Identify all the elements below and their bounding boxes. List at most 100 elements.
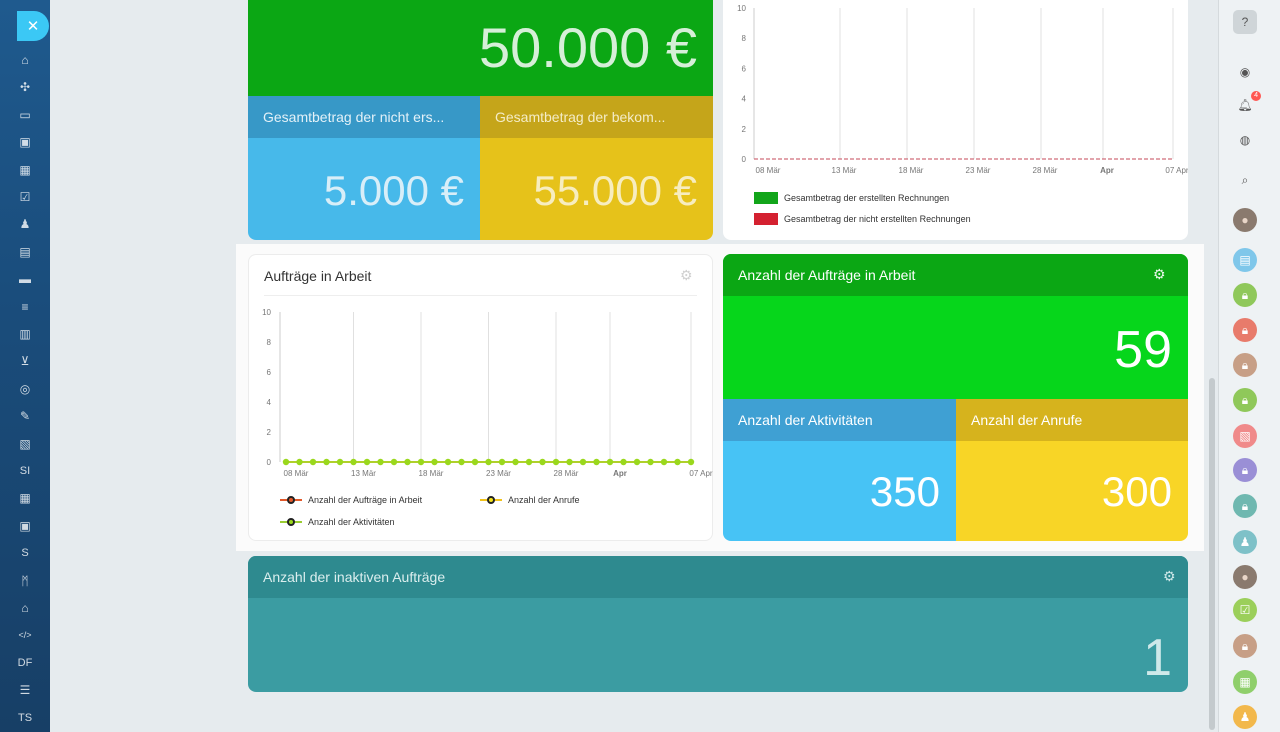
calendar-icon[interactable]: ▦: [1233, 670, 1257, 694]
task-icon[interactable]: ☑: [1233, 598, 1257, 622]
unpaid-tile[interactable]: Gesamtbetrag der nicht ers... 5.000 €: [248, 96, 480, 240]
x-tick-label: Apr: [1100, 166, 1114, 175]
data-point: [566, 458, 573, 466]
filter-icon-glyph: ≡: [21, 299, 29, 314]
lock-chat-icon[interactable]: 🔒︎: [1233, 283, 1257, 307]
filter-icon[interactable]: ≡: [0, 295, 50, 319]
table-icon[interactable]: ▦: [0, 486, 50, 510]
data-point: [552, 458, 560, 466]
inbox-icon-glyph: ▭: [19, 107, 31, 122]
edit-list-icon[interactable]: ☰: [0, 678, 50, 702]
help-icon[interactable]: ?: [1233, 10, 1257, 34]
x-tick-label: 28 Mär: [1033, 166, 1058, 175]
lock-chat-icon[interactable]: 🔒︎: [1233, 494, 1257, 518]
group-icon[interactable]: ♟: [1233, 705, 1257, 729]
gear-icon[interactable]: ⚙: [680, 267, 693, 283]
openlines-icon[interactable]: ◍: [1239, 133, 1251, 147]
total-value-tile[interactable]: 50.000 €: [248, 0, 713, 96]
data-point: [404, 458, 411, 466]
calendar-icon-glyph: ▦: [19, 162, 31, 177]
chat-bubble-icon[interactable]: ▤: [1233, 248, 1257, 272]
orders-count-tile[interactable]: Anzahl der Aufträge in Arbeit ⚙ 59: [723, 254, 1188, 399]
data-point: [282, 458, 290, 466]
target-icon[interactable]: ◎: [0, 377, 50, 401]
drive-icon-glyph: ▬: [19, 272, 31, 287]
bell-icon[interactable]: 🔔︎ 4: [1233, 91, 1261, 117]
invoice-legend-not-created: Gesamtbetrag der nicht erstellten Rechnu…: [754, 213, 971, 225]
code-icon[interactable]: </>: [0, 623, 50, 647]
document-icon-glyph: ▤: [19, 244, 31, 259]
activity-icon[interactable]: ◉: [1239, 65, 1251, 79]
inactive-orders-tile[interactable]: Anzahl der inaktiven Aufträge ⚙ 1: [248, 556, 1188, 692]
robot-icon[interactable]: ▣: [0, 514, 50, 538]
m-logo-icon-glyph: ᛗ: [21, 573, 29, 588]
group-icon[interactable]: ♟: [0, 212, 50, 236]
bank-icon-glyph: ⌂: [21, 601, 29, 615]
puzzle-icon-glyph: ✣: [19, 80, 31, 95]
data-point: [350, 458, 357, 466]
home-icon[interactable]: ⌂: [0, 48, 50, 72]
orders-count-title: Anzahl der Aufträge in Arbeit: [723, 254, 1188, 296]
cart-icon[interactable]: ⊻: [0, 349, 50, 373]
m-logo-icon[interactable]: ᛗ: [0, 569, 50, 593]
calls-tile[interactable]: Anzahl der Anrufe 300: [956, 399, 1188, 541]
chart-icon[interactable]: ▥: [0, 322, 50, 346]
data-point: [336, 458, 344, 466]
avatar[interactable]: ●: [1233, 565, 1257, 589]
si-label[interactable]: SI: [0, 459, 50, 483]
data-point: [633, 458, 641, 466]
sign-icon[interactable]: ✎: [0, 404, 50, 428]
search-icon[interactable]: ⌕: [1241, 172, 1249, 187]
close-icon[interactable]: ✕: [17, 11, 49, 41]
group-icon-glyph: ♟: [19, 217, 31, 232]
orders-legend-item: Anzahl der Aktivitäten: [280, 517, 395, 527]
inbox-icon[interactable]: ▭: [0, 103, 50, 127]
df-label-text: DF: [17, 656, 33, 669]
page-scrollbar[interactable]: [1209, 378, 1215, 730]
data-point: [471, 458, 479, 466]
inactive-orders-value: 1: [1143, 629, 1172, 687]
invoice-legend-created: Gesamtbetrag der erstellten Rechnungen: [754, 192, 949, 204]
df-label[interactable]: DF: [0, 651, 50, 675]
y-tick-label: 6: [742, 64, 747, 73]
document-icon[interactable]: ▤: [0, 240, 50, 264]
sign-icon-glyph: ✎: [19, 409, 31, 424]
lock-chat-icon[interactable]: 🔒︎: [1233, 634, 1257, 658]
x-tick-label: Apr: [613, 469, 627, 478]
chat-icon[interactable]: ▣: [0, 130, 50, 154]
data-point: [444, 458, 452, 466]
avatar[interactable]: ●: [1233, 208, 1257, 232]
lock-chat-icon[interactable]: 🔒︎: [1233, 318, 1257, 342]
lock-chat-icon[interactable]: 🔒︎: [1233, 388, 1257, 412]
lock-chat-icon[interactable]: 🔒︎: [1233, 353, 1257, 377]
received-title: Gesamtbetrag der bekom...: [480, 96, 713, 138]
bank-icon[interactable]: ⌂: [0, 596, 50, 620]
data-point: [417, 458, 425, 466]
gear-icon[interactable]: ⚙: [1163, 568, 1176, 584]
tasks-icon[interactable]: ☑: [0, 185, 50, 209]
activities-value: 350: [869, 468, 940, 515]
activities-tile[interactable]: Anzahl der Aktivitäten 350: [723, 399, 956, 541]
s-label[interactable]: S: [0, 541, 50, 565]
contact-card-icon[interactable]: ▧: [1233, 424, 1257, 448]
y-tick-label: 10: [262, 308, 271, 317]
home-icon-glyph: ⌂: [21, 53, 29, 67]
received-tile[interactable]: Gesamtbetrag der bekom... 55.000 €: [480, 96, 713, 240]
orders-legend-item: Anzahl der Anrufe: [480, 495, 580, 505]
cart-icon-glyph: ⊻: [20, 354, 30, 369]
data-point: [323, 458, 330, 466]
x-tick-label: 28 Mär: [554, 469, 579, 478]
drive-icon[interactable]: ▬: [0, 267, 50, 291]
contact-card-icon[interactable]: ▧: [0, 432, 50, 456]
group-icon[interactable]: ♟: [1233, 530, 1257, 554]
puzzle-icon[interactable]: ✣: [0, 75, 50, 99]
gear-icon[interactable]: ⚙: [1153, 266, 1166, 282]
data-point: [647, 458, 654, 466]
ts-label[interactable]: TS: [0, 706, 50, 730]
y-tick-label: 6: [267, 368, 272, 377]
orders-chart-panel: Aufträge in Arbeit ⚙ 10 8 6 4 2 0 08 Mär 13 Mär…: [248, 254, 713, 541]
orders-chart: 10 8 6 4 2 0 08 Mär 13 Mär 18 Mär 23 Mär 28 Mär Apr…: [262, 308, 713, 478]
calendar-icon[interactable]: ▦: [0, 158, 50, 182]
lock-chat-icon[interactable]: 🔒︎: [1233, 458, 1257, 482]
received-value: 55.000 €: [533, 167, 698, 214]
